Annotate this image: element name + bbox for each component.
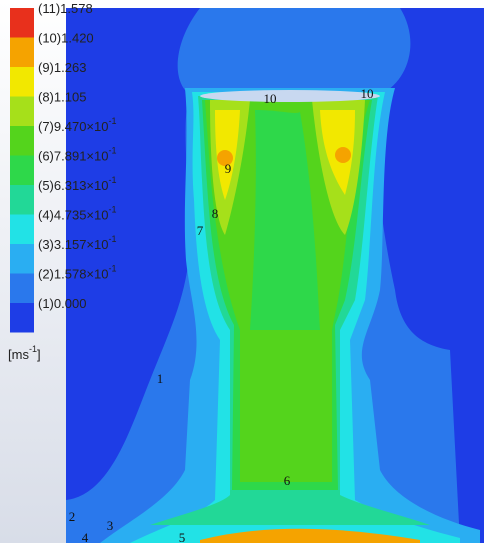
region — [250, 110, 320, 330]
unit: [ms — [8, 347, 29, 362]
contour-field — [66, 8, 484, 543]
contour-label: 9 — [225, 161, 232, 176]
contour-label: 6 — [284, 473, 291, 488]
contour-label: 8 — [212, 206, 219, 221]
legend-label: (8)1.105 — [38, 90, 86, 105]
legend-label-text: (5)6.313×10 — [38, 178, 108, 193]
contour-label: 7 — [197, 223, 204, 238]
unit-close: ] — [37, 347, 41, 362]
contour-label: 1 — [157, 371, 164, 386]
legend-exponent: -1 — [108, 234, 116, 244]
contour-label: 2 — [69, 509, 76, 524]
legend-swatch — [10, 67, 34, 97]
legend-label-text: (1)0.000 — [38, 296, 86, 311]
legend-label-text: (10)1.420 — [38, 31, 94, 46]
contour-label: 3 — [107, 518, 114, 533]
legend-label-text: (8)1.105 — [38, 90, 86, 105]
nozzle — [200, 90, 380, 102]
legend-exponent: -1 — [108, 146, 116, 156]
contour-labels: 10 10 9 87 6 1 2 3 4 5 — [69, 86, 374, 545]
legend-swatch — [10, 126, 34, 156]
legend-swatch — [10, 244, 34, 274]
legend-label: (4)4.735×10-1 — [38, 205, 117, 223]
region — [200, 528, 420, 543]
legend-swatch — [10, 214, 34, 244]
legend-label: (3)3.157×10-1 — [38, 234, 117, 252]
legend-label: (2)1.578×10-1 — [38, 264, 117, 282]
legend-label: (10)1.420 — [38, 31, 94, 46]
contour-label: 4 — [82, 530, 89, 543]
legend-label-text: (11)1.578 — [38, 1, 93, 16]
unit-exponent: -1 — [29, 344, 37, 354]
region — [217, 150, 233, 166]
legend-exponent: -1 — [108, 175, 116, 185]
legend-swatch — [10, 273, 34, 303]
legend-label-text: (7)9.470×10 — [38, 119, 108, 134]
legend-exponent: -1 — [108, 205, 116, 215]
legend-label: (7)9.470×10-1 — [38, 116, 117, 134]
legend-exponent: -1 — [108, 116, 116, 126]
legend-swatch — [10, 96, 34, 126]
region — [335, 147, 351, 163]
legend-label-text: (4)4.735×10 — [38, 208, 108, 223]
unit-label: [ms-1] — [8, 344, 41, 362]
contour-label: 10 — [361, 86, 374, 101]
legend-label: (6)7.891×10-1 — [38, 146, 117, 164]
contour-label: 10 — [264, 91, 277, 106]
legend-label: (11)1.578 — [38, 1, 93, 16]
legend-label: (9)1.263 — [38, 60, 86, 75]
legend-swatch — [10, 8, 34, 38]
legend-swatch — [10, 303, 34, 333]
legend: (11)1.578 (10)1.420 (9)1.263 (8)1.105 (7)9.4… — [8, 1, 117, 362]
legend-label: (5)6.313×10-1 — [38, 175, 117, 193]
legend-swatch — [10, 155, 34, 185]
legend-label: (1)0.000 — [38, 296, 86, 311]
legend-swatch — [10, 185, 34, 215]
legend-label-text: (6)7.891×10 — [38, 149, 108, 164]
legend-swatch — [10, 37, 34, 67]
legend-label-text: (3)3.157×10 — [38, 237, 108, 252]
contour-label: 5 — [179, 530, 186, 543]
legend-exponent: -1 — [108, 264, 116, 274]
legend-label-text: (2)1.578×10 — [38, 267, 108, 282]
legend-label-text: (9)1.263 — [38, 60, 86, 75]
